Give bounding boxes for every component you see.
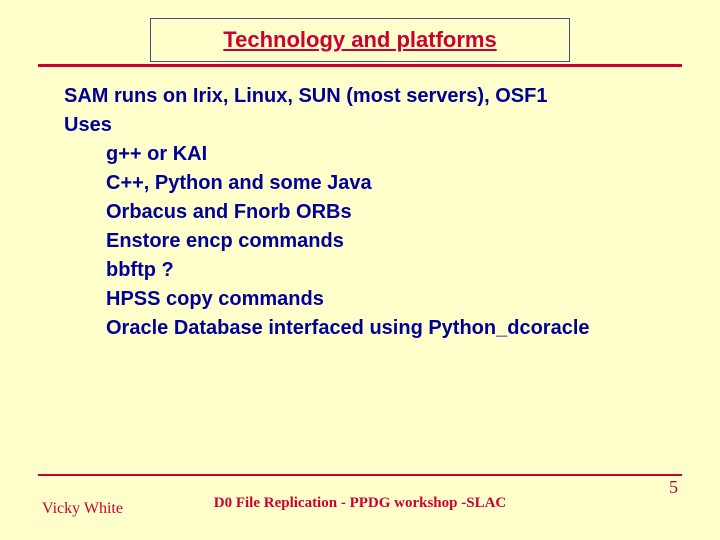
body-line-indent: C++, Python and some Java [64, 169, 680, 198]
body-line: Uses [64, 111, 680, 140]
slide-title: Technology and platforms [223, 27, 496, 52]
body-line-indent: Enstore encp commands [64, 227, 680, 256]
body-line: SAM runs on Irix, Linux, SUN (most serve… [64, 82, 680, 111]
divider-top [38, 64, 682, 67]
slide-body: SAM runs on Irix, Linux, SUN (most serve… [64, 82, 680, 343]
body-line-indent: HPSS copy commands [64, 285, 680, 314]
page-number: 5 [669, 477, 678, 498]
divider-bottom [38, 474, 682, 476]
footer-author: Vicky White [42, 500, 123, 518]
body-line-indent: Orbacus and Fnorb ORBs [64, 198, 680, 227]
body-line-indent: bbftp ? [64, 256, 680, 285]
body-line-indent: Oracle Database interfaced using Python_… [64, 314, 680, 343]
footer-title: D0 File Replication - PPDG workshop -SLA… [214, 495, 507, 512]
title-box: Technology and platforms [150, 18, 570, 62]
body-line-indent: g++ or KAI [64, 140, 680, 169]
